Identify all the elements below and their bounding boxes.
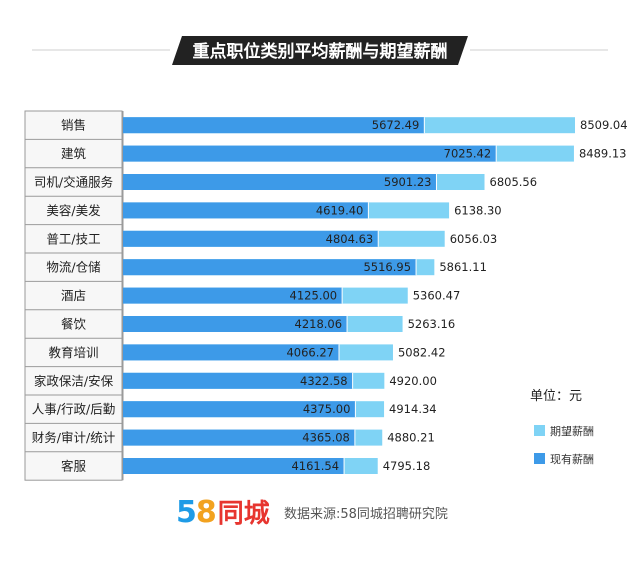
value-label-current: 4365.08 xyxy=(302,431,350,445)
chart: 重点职位类别平均薪酬与期望薪酬 销售 5672.49 8509.04 建筑 7025.4… xyxy=(24,36,628,481)
value-label-current: 4375.00 xyxy=(303,402,351,416)
category-label: 家政保洁/安保 xyxy=(34,373,114,388)
value-label-current: 4804.63 xyxy=(326,232,374,246)
value-label-current: 7025.42 xyxy=(444,147,492,161)
value-label-expected: 5861.11 xyxy=(439,260,487,274)
value-label-current: 4161.54 xyxy=(291,459,339,473)
bar-current xyxy=(123,287,343,304)
value-label-expected: 8489.13 xyxy=(579,147,627,161)
category-label: 销售 xyxy=(61,118,86,133)
value-label-current: 4322.58 xyxy=(300,374,348,388)
category-label: 教育培训 xyxy=(48,345,98,360)
legend-swatch-expected xyxy=(534,425,545,436)
bar-current xyxy=(123,401,356,418)
labels-group: 销售 5672.49 8509.04 建筑 7025.42 8489.13 司机/交通服务 5… xyxy=(32,118,628,474)
category-column xyxy=(24,110,123,481)
value-label-expected: 5082.42 xyxy=(398,345,446,359)
bar-current xyxy=(123,174,437,190)
value-label-expected: 6056.03 xyxy=(450,232,498,246)
value-label-expected: 4914.34 xyxy=(389,402,437,416)
value-label-expected: 4920.00 xyxy=(389,374,437,388)
value-label-current: 4125.00 xyxy=(290,289,338,303)
bar-current xyxy=(123,458,345,474)
title-banner xyxy=(172,36,468,65)
category-label: 司机/交通服务 xyxy=(34,175,113,190)
bar-current xyxy=(123,372,353,389)
category-label: 美容/美发 xyxy=(46,203,101,218)
legend-label-expected: 期望薪酬 xyxy=(550,425,594,438)
value-label-expected: 5360.47 xyxy=(413,289,461,303)
category-label: 建筑 xyxy=(61,146,87,161)
value-label-current: 4066.27 xyxy=(286,345,334,359)
brand-logo: 58 同城 xyxy=(176,493,270,530)
value-label-expected: 5263.16 xyxy=(408,317,456,331)
data-source: 数据来源:58同城招聘研究院 xyxy=(284,507,448,522)
value-label-current: 4218.06 xyxy=(295,317,343,331)
bar-current xyxy=(123,316,348,332)
value-label-current: 5516.95 xyxy=(363,260,411,274)
bar-current xyxy=(123,230,379,247)
brand-digit-8: 8 xyxy=(195,495,217,530)
brand-digit-5: 5 xyxy=(176,495,197,530)
unit-label: 单位：元 xyxy=(530,389,582,404)
bar-current xyxy=(123,202,369,219)
category-label: 客服 xyxy=(61,459,87,474)
value-label-current: 5672.49 xyxy=(372,118,420,132)
value-label-expected: 4795.18 xyxy=(383,459,431,473)
bar-current xyxy=(123,259,417,276)
legend: 期望薪酬 现有薪酬 xyxy=(534,425,594,466)
bar-current xyxy=(123,117,425,134)
value-label-current: 4619.40 xyxy=(316,203,364,217)
legend-swatch-current xyxy=(534,453,545,464)
legend-label-current: 现有薪酬 xyxy=(550,452,594,466)
category-label: 酒店 xyxy=(61,288,86,303)
bar-current xyxy=(123,145,497,162)
category-table xyxy=(24,110,124,481)
category-label: 物流/仓储 xyxy=(46,260,100,275)
chart-title: 重点职位类别平均薪酬与期望薪酬 xyxy=(193,41,448,62)
category-label: 普工/技工 xyxy=(46,231,100,246)
value-label-expected: 8509.04 xyxy=(580,118,628,132)
brand-58: 58 xyxy=(176,495,217,530)
brand-name: 同城 xyxy=(217,499,270,529)
value-label-expected: 6138.30 xyxy=(454,203,502,217)
value-label-expected: 6805.56 xyxy=(490,175,538,189)
value-label-expected: 4880.21 xyxy=(387,431,435,445)
category-label: 人事/行政/后勤 xyxy=(32,402,115,417)
bar-current xyxy=(123,344,340,361)
value-label-current: 5901.23 xyxy=(384,175,432,189)
category-label: 餐饮 xyxy=(61,317,87,332)
category-label: 财务/审计/统计 xyxy=(32,430,115,445)
bar-current xyxy=(123,429,355,446)
bars-group xyxy=(123,117,575,474)
